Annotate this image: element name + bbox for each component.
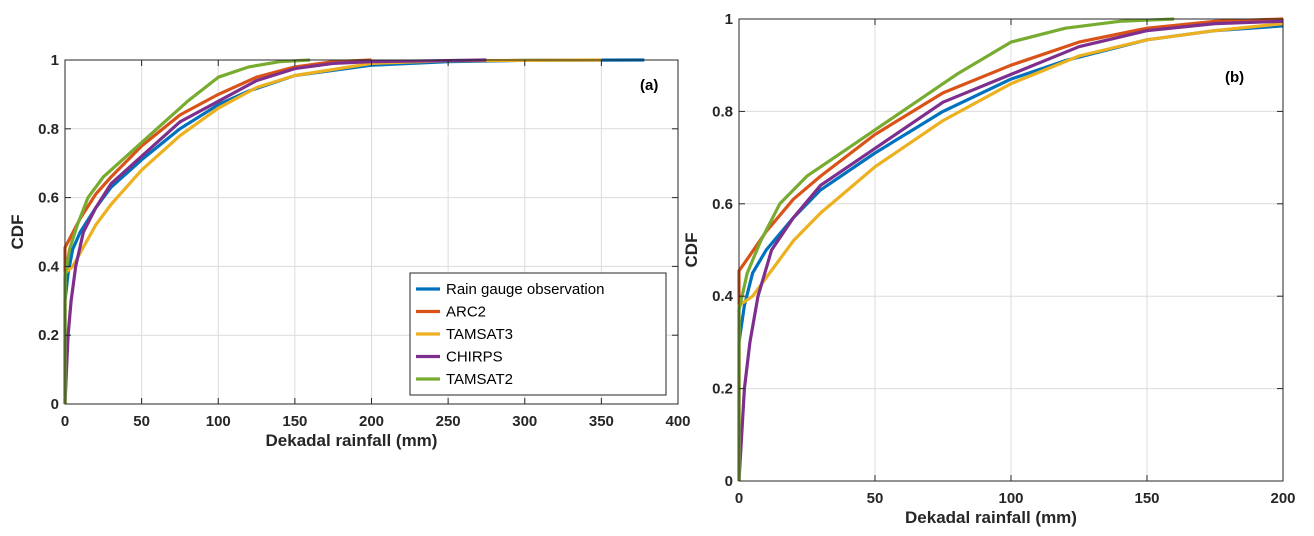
x-tick-label: 200 — [1270, 490, 1295, 507]
x-tick-label: 350 — [589, 413, 614, 430]
y-tick-label: 1 — [725, 11, 733, 28]
ticks: 0 50 100 150 200 250 300 350 400 0 0.2 0.4 0.6 0.8 1 — [38, 52, 690, 430]
x-tick-label: 250 — [436, 413, 461, 430]
series-lines — [737, 17, 1284, 482]
y-axis-label: CDF — [682, 233, 701, 268]
y-tick-label: 0.4 — [38, 258, 60, 275]
x-tick-label: 0 — [735, 490, 743, 507]
series-line-tamsat3 — [737, 22, 1284, 481]
series-line-arc2 — [737, 17, 1284, 481]
y-tick-label: 0.4 — [712, 288, 734, 305]
legend-box — [409, 272, 667, 396]
y-axis-label: CDF — [8, 215, 27, 250]
x-tick-label: 50 — [867, 490, 884, 507]
series-line-tamsat2 — [737, 17, 1175, 481]
grid — [65, 60, 678, 404]
chart-panel-a: 0 50 100 150 200 250 300 350 400 0 0.2 0.4 0.6 0.8 1 De… — [8, 52, 691, 450]
series-line-chirps — [63, 58, 487, 405]
x-tick-label: 150 — [1134, 490, 1159, 507]
legend-entry: TAMSAT3 — [446, 326, 513, 343]
legend: Rain gauge observation ARC2 TAMSAT3 CHIRPS T… — [409, 272, 667, 396]
panel-label: (b) — [1225, 69, 1244, 86]
series-line-chirps — [737, 19, 1284, 482]
x-tick-label: 100 — [998, 490, 1023, 507]
series-line-arc2 — [63, 58, 372, 404]
x-tick-label: 400 — [665, 413, 690, 430]
y-tick-label: 0 — [725, 473, 733, 490]
legend-entry: TAMSAT2 — [446, 371, 513, 388]
y-tick-label: 0.8 — [38, 121, 59, 138]
y-tick-label: 0.2 — [38, 327, 59, 344]
y-tick-label: 0.6 — [712, 196, 733, 213]
series-lines — [63, 58, 645, 405]
x-axis-label: Dekadal rainfall (mm) — [905, 508, 1077, 527]
x-tick-label: 100 — [206, 413, 231, 430]
y-tick-label: 0 — [51, 396, 59, 413]
x-tick-label: 200 — [359, 413, 384, 430]
legend-entry: ARC2 — [446, 304, 486, 321]
legend-entry: Rain gauge observation — [446, 281, 604, 298]
x-tick-label: 300 — [512, 413, 537, 430]
panel-label: (a) — [640, 77, 658, 94]
chart-panel-b: 0 50 100 150 200 0 0.2 0.4 0.6 0.8 1 Dekadal rainfa… — [682, 11, 1296, 527]
y-tick-label: 0.2 — [712, 381, 733, 398]
x-tick-label: 150 — [282, 413, 307, 430]
x-tick-label: 50 — [133, 413, 150, 430]
y-tick-label: 1 — [51, 52, 59, 69]
y-tick-label: 0.8 — [712, 103, 733, 120]
x-axis-label: Dekadal rainfall (mm) — [266, 431, 438, 450]
y-tick-label: 0.6 — [38, 190, 59, 207]
ticks: 0 50 100 150 200 0 0.2 0.4 0.6 0.8 1 — [712, 11, 1295, 507]
series-line-tamsat3 — [63, 58, 602, 404]
x-tick-label: 0 — [61, 413, 69, 430]
legend-entry: CHIRPS — [446, 349, 503, 366]
series-line-tamsat2 — [63, 58, 311, 404]
